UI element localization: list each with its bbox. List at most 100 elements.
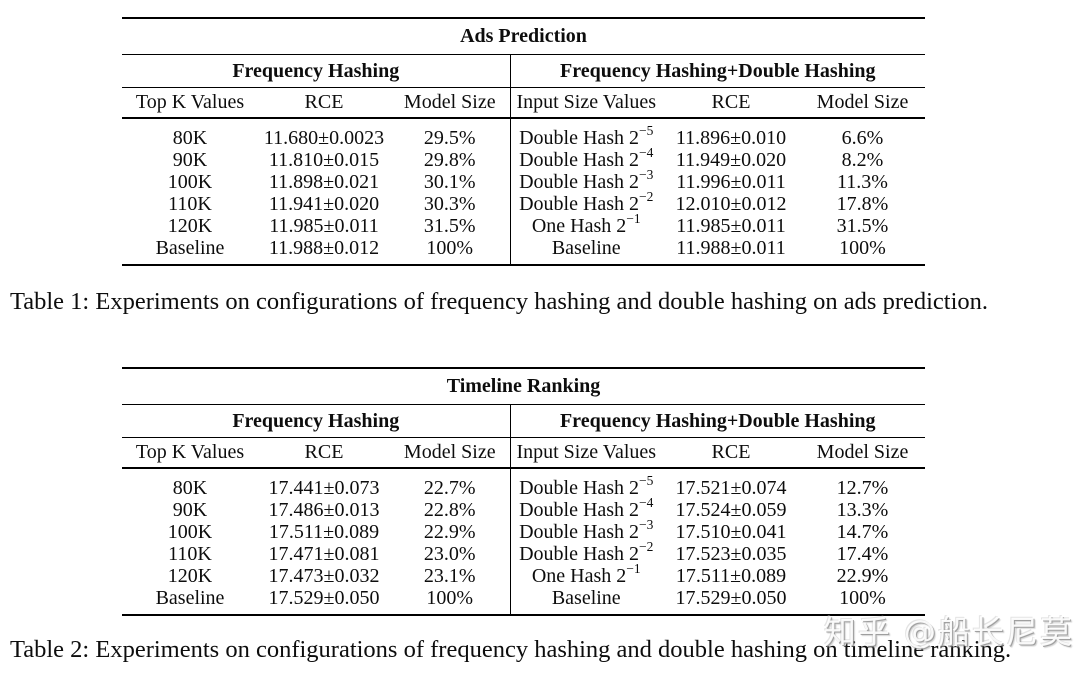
cell-model-size-left: 30.1%	[390, 171, 511, 193]
col-header-model-size-right: Model Size	[800, 87, 926, 119]
table-title-row: Ads Prediction	[122, 18, 926, 55]
cell-rce-right: 17.524±0.059	[675, 499, 787, 521]
cell-top-k: 110K	[168, 543, 212, 565]
cell-model-size-right: 17.4%	[836, 543, 889, 565]
cell-model-size-right: 100%	[839, 237, 886, 259]
input-size-exponent: −5	[639, 473, 654, 489]
cell-rce-left: 11.941±0.020	[268, 193, 380, 215]
cell-rce-right: 11.949±0.020	[675, 149, 787, 171]
cell-model-size-right: 11.3%	[837, 171, 888, 193]
col-header-model-size-right: Model Size	[800, 437, 925, 469]
cell-model-size-left: 22.7%	[390, 468, 511, 499]
cell-model-size-right: 12.7%	[836, 477, 889, 499]
cell-rce-right: 17.529±0.050	[675, 587, 787, 609]
col-header-top-k: Top K Values	[122, 437, 258, 469]
table-row: 80K 11.680±0.0023 29.5% Double Hash 2−5 …	[122, 118, 925, 149]
input-size-exponent: −3	[639, 517, 654, 533]
table-title: Ads Prediction	[122, 18, 926, 55]
table-row: 90K 11.810±0.015 29.8% Double Hash 2−4 1…	[122, 146, 925, 171]
cell-rce-left: 17.471±0.081	[268, 543, 380, 565]
table-row: 120K 11.985±0.011 31.5% One Hash 2−1 11.…	[122, 212, 925, 237]
cell-rce-left: 17.473±0.032	[268, 565, 380, 587]
cell-rce-left: 11.810±0.015	[268, 149, 380, 171]
cell-top-k: Baseline	[155, 587, 225, 609]
cell-model-size-left: 22.9%	[390, 521, 511, 543]
cell-rce-right: 11.985±0.011	[676, 215, 786, 237]
cell-model-size-right: 6.6%	[841, 127, 884, 149]
cell-model-size-left: 29.5%	[390, 118, 511, 149]
cell-rce-right: 12.010±0.012	[675, 193, 787, 215]
cell-model-size-left: 30.3%	[390, 193, 511, 215]
input-size-label: Double Hash 2	[519, 543, 640, 565]
cell-top-k: 120K	[167, 215, 213, 237]
cell-input-size: Double Hash 2−4	[510, 496, 662, 521]
col-header-rce-left: RCE	[258, 437, 390, 469]
cell-top-k: 110K	[168, 193, 212, 215]
cell-rce-left: 11.985±0.011	[269, 215, 379, 237]
cell-model-size-left: 100%	[390, 237, 511, 265]
timeline-ranking-table: Timeline Ranking Frequency Hashing Frequ…	[122, 367, 925, 616]
input-size-label: Double Hash 2	[519, 521, 640, 543]
cell-rce-left: 17.441±0.073	[268, 477, 380, 499]
group-header-double-hashing: Frequency Hashing+Double Hashing	[510, 404, 925, 438]
group-header-frequency-hashing: Frequency Hashing	[122, 404, 511, 438]
cell-rce-right: 11.896±0.010	[675, 127, 787, 149]
cell-model-size-right: 13.3%	[836, 499, 889, 521]
cell-input-size: Baseline	[510, 587, 662, 615]
cell-model-size-left: 23.0%	[390, 543, 511, 565]
cell-rce-right: 17.511±0.089	[675, 565, 787, 587]
col-header-rce-left: RCE	[258, 87, 390, 119]
cell-model-size-right: 8.2%	[841, 149, 884, 171]
cell-input-size: Double Hash 2−3	[510, 168, 662, 193]
cell-model-size-right: 17.8%	[836, 193, 889, 215]
ads-prediction-table: Ads Prediction Frequency Hashing Frequen…	[122, 17, 926, 266]
cell-model-size-right: 22.9%	[836, 565, 889, 587]
input-size-exponent: −1	[626, 211, 641, 227]
table1-caption: Table 1: Experiments on configurations o…	[10, 288, 989, 315]
cell-top-k: 100K	[167, 171, 213, 193]
table2-caption: Table 2: Experiments on configurations o…	[10, 636, 1012, 663]
cell-rce-left: 11.988±0.012	[268, 237, 380, 259]
table-row: 90K 17.486±0.013 22.8% Double Hash 2−4 1…	[122, 496, 925, 521]
table-row: 100K 11.898±0.021 30.1% Double Hash 2−3 …	[122, 168, 925, 193]
col-header-input-size: Input Size Values	[510, 437, 662, 469]
input-size-exponent: −4	[639, 495, 654, 511]
zhihu-watermark: 知乎 @船长尼莫	[823, 613, 1074, 651]
table-title-row: Timeline Ranking	[122, 368, 925, 405]
input-size-label: Double Hash 2	[519, 149, 640, 171]
input-size-exponent: −3	[639, 167, 654, 183]
col-header-rce-right: RCE	[662, 87, 800, 119]
cell-input-size: Double Hash 2−3	[510, 518, 662, 543]
col-header-model-size-left: Model Size	[390, 87, 511, 119]
cell-input-size: Baseline	[510, 237, 662, 265]
cell-input-size: One Hash 2−1	[510, 562, 662, 587]
cell-top-k: 90K	[172, 149, 208, 171]
input-size-label: One Hash 2	[531, 565, 627, 587]
cell-top-k: 90K	[172, 499, 208, 521]
group-header-row: Frequency Hashing Frequency Hashing+Doub…	[122, 404, 925, 438]
cell-top-k: 120K	[167, 565, 213, 587]
table-row: 100K 17.511±0.089 22.9% Double Hash 2−3 …	[122, 518, 925, 543]
table-title: Timeline Ranking	[122, 368, 925, 405]
cell-model-size-right: 31.5%	[836, 215, 889, 237]
cell-input-size: Double Hash 2−5	[510, 118, 662, 149]
cell-input-size: Double Hash 2−4	[510, 146, 662, 171]
cell-rce-left: 17.511±0.089	[268, 521, 380, 543]
col-header-model-size-left: Model Size	[390, 437, 511, 469]
cell-rce-right: 17.521±0.074	[675, 477, 787, 499]
cell-top-k: 100K	[167, 521, 213, 543]
input-size-label: Double Hash 2	[519, 193, 640, 215]
input-size-exponent: −4	[639, 145, 654, 161]
table-row: 80K 17.441±0.073 22.7% Double Hash 2−5 1…	[122, 468, 925, 499]
col-header-top-k: Top K Values	[122, 87, 258, 119]
column-header-row: Top K Values RCE Model Size Input Size V…	[122, 87, 926, 119]
cell-rce-right: 11.996±0.011	[676, 171, 786, 193]
cell-input-size: One Hash 2−1	[510, 212, 662, 237]
input-size-label: Double Hash 2	[519, 171, 640, 193]
input-size-exponent: −1	[626, 561, 641, 577]
cell-rce-right: 17.510±0.041	[675, 521, 787, 543]
group-header-frequency-hashing: Frequency Hashing	[122, 54, 511, 88]
table-row: 110K 11.941±0.020 30.3% Double Hash 2−2 …	[122, 190, 925, 215]
input-size-label: Double Hash 2	[519, 499, 640, 521]
cell-input-size: Double Hash 2−2	[510, 190, 662, 215]
